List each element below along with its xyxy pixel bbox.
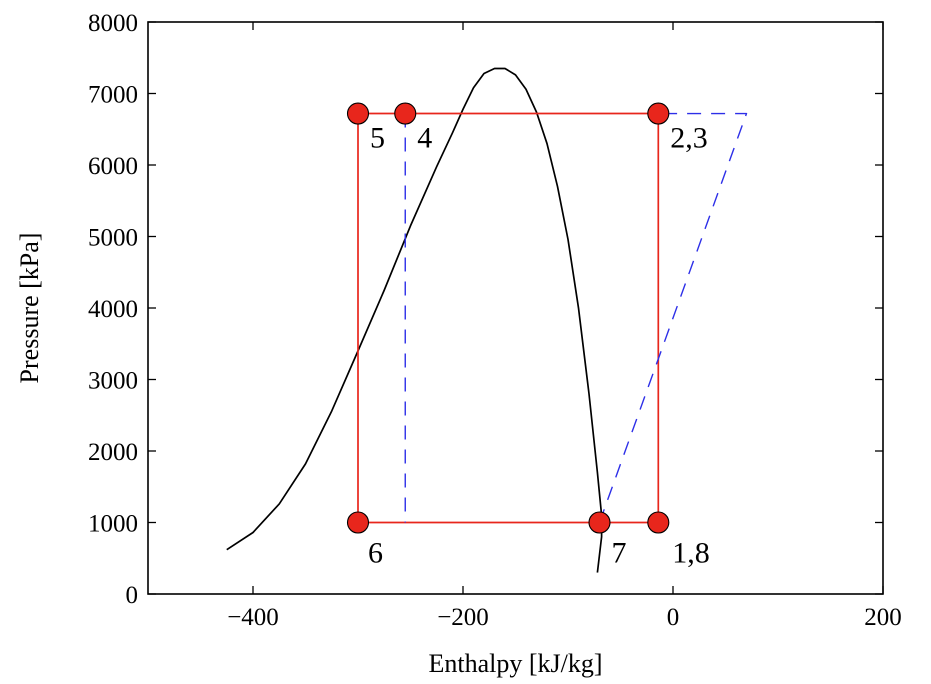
state-point-label-6: 1,8 <box>672 537 710 570</box>
state-point-6 <box>647 511 670 534</box>
y-tick-label-2: 1000 <box>88 511 138 538</box>
state-point-label-1: 5 <box>370 122 385 155</box>
tick-labels: −400 −200 0 2000100020003000400050006000700… <box>88 10 902 631</box>
state-point-label-3: 2,3 <box>670 122 708 155</box>
state-point-label-4: 6 <box>368 537 383 570</box>
y-tick-label-3: 2000 <box>88 439 138 466</box>
series-line-4 <box>598 112 748 523</box>
x-axis-label: Enthalpy [kJ/kg] <box>428 649 602 678</box>
series-line-2 <box>357 112 660 524</box>
point-labels: 5 4 2,3 6 7 1,8 <box>368 122 710 570</box>
y-tick-label-5: 4000 <box>88 296 138 323</box>
state-point-label-5: 7 <box>612 537 627 570</box>
plot-frame <box>147 21 884 595</box>
y-axis-label: Pressure [kPa] <box>15 233 44 384</box>
plot-content <box>226 67 748 573</box>
y-tick-label-4: 3000 <box>88 368 138 395</box>
x-tick-label-4: 200 <box>864 604 902 631</box>
state-point-4 <box>346 511 370 534</box>
axis-ticks <box>148 21 884 595</box>
state-point-5 <box>588 511 611 534</box>
state-point-2 <box>394 102 417 125</box>
y-tick-label-8: 7000 <box>88 82 138 109</box>
x-tick-label-2: −200 <box>437 604 489 631</box>
state-point-1 <box>346 102 370 125</box>
state-point-3 <box>647 102 670 125</box>
y-tick-label-7: 6000 <box>88 153 138 180</box>
x-tick-label-1: −400 <box>227 604 279 631</box>
series-line-1 <box>226 67 603 573</box>
x-tick-label-3: 0 <box>667 604 680 631</box>
y-tick-label-1: 0 <box>126 582 139 609</box>
y-tick-label-9: 8000 <box>88 10 138 37</box>
state-point-label-2: 4 <box>417 122 432 155</box>
y-tick-label-6: 5000 <box>88 225 138 252</box>
